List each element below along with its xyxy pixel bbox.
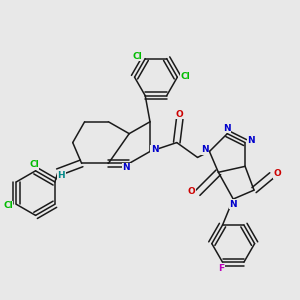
Text: N: N <box>223 124 230 133</box>
Text: Cl: Cl <box>29 160 39 169</box>
Text: N: N <box>230 200 237 209</box>
Text: H: H <box>58 171 65 180</box>
Text: Cl: Cl <box>133 52 143 61</box>
Text: Cl: Cl <box>3 201 13 210</box>
Text: O: O <box>176 110 184 119</box>
Text: O: O <box>188 187 196 196</box>
Text: N: N <box>122 163 130 172</box>
Text: N: N <box>247 136 255 145</box>
Text: N: N <box>151 146 158 154</box>
Text: F: F <box>218 264 224 273</box>
Text: O: O <box>273 169 281 178</box>
Text: Cl: Cl <box>181 72 190 81</box>
Text: N: N <box>201 146 209 154</box>
